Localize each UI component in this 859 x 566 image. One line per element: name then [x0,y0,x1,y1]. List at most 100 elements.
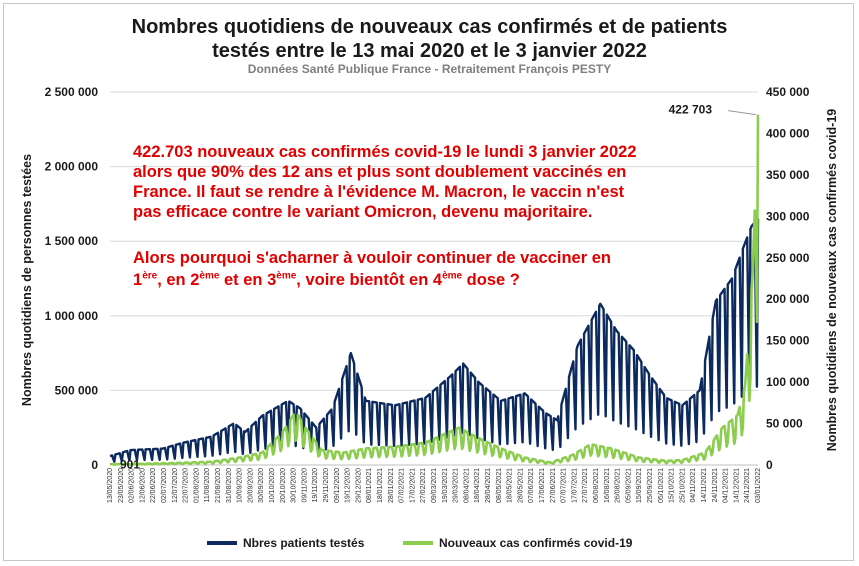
x-tick-label: 10/09/2020 [237,468,244,503]
annot-dose-4-sup: ème [442,270,463,282]
series-layer [109,114,760,466]
x-tick-label: 18/05/2021 [507,468,514,503]
annot-dose-3-sup: ème [276,270,297,282]
annotation-line-4: pas efficace contre le variant Omicron, … [133,203,593,221]
y-right-tick-label: 100 000 [766,375,810,389]
annot-dose-2-sup: ème [199,270,220,282]
x-tick-label: 05/10/2021 [658,468,665,503]
x-tick-label: 18/04/2021 [474,468,481,503]
x-tick-label: 19/11/2020 [312,468,319,503]
x-tick-label: 02/06/2020 [129,468,136,503]
x-tick-label: 04/12/2021 [723,468,730,503]
data-labels: 422 703 901 [120,103,757,471]
x-tick-label: 10/10/2020 [269,468,276,503]
x-tick-label: 19/03/2021 [442,468,449,503]
x-tick-label: 22/06/2020 [150,468,157,503]
x-tick-label: 29/03/2021 [453,468,460,503]
annot-dose-1-sup: ère [142,270,158,282]
chart-subtitle: Données Santé Publique France - Retraite… [247,62,612,76]
x-tick-label: 16/08/2021 [604,468,611,503]
x-tick-label: 17/07/2021 [571,468,578,503]
x-tick-label: 12/06/2020 [139,468,146,503]
series-line-cases [109,114,760,466]
x-tick-label: 09/12/2020 [334,468,341,503]
x-tick-label: 29/11/2020 [323,468,330,503]
legend-item-tests: Nbres patients testés [207,536,364,550]
x-tick-label: 30/10/2020 [291,468,298,503]
annotation-line-1: 422.703 nouveaux cas confirmés covid-19 … [133,143,637,161]
x-tick-label: 05/09/2021 [625,468,632,503]
x-tick-label: 24/11/2021 [712,468,719,503]
y-axis-right: 0 50 000 100 000 150 000 200 000 250 000 300 0… [766,85,810,472]
x-tick-label: 04/11/2021 [690,468,697,503]
annot-dose-end: dose ? [462,271,520,289]
y-left-tick-label: 2 500 000 [45,85,99,99]
x-tick-label: 02/07/2020 [161,468,168,503]
y-left-tick-label: 2 000 000 [45,160,99,174]
legend-label-cases: Nouveaux cas confirmés covid-19 [439,536,633,550]
x-tick-label: 29/12/2020 [355,468,362,503]
x-tick-label: 07/06/2021 [528,468,535,503]
x-tick-label: 11/08/2020 [204,468,211,503]
y-right-tick-label: 400 000 [766,126,810,140]
data-label-peak: 422 703 [669,103,713,117]
legend-swatch-cases [403,541,433,545]
x-tick-label: 08/01/2021 [366,468,373,503]
x-tick-label: 14/11/2021 [701,468,708,503]
x-tick-label: 09/03/2021 [431,468,438,503]
legend-label-tests: Nbres patients testés [243,536,365,550]
y-right-tick-label: 200 000 [766,292,810,306]
annotation-line-6: 1ère, en 2ème et en 3ème, voire bientôt … [133,270,753,290]
x-tick-label: 27/02/2021 [420,468,427,503]
x-tick-label: 25/09/2021 [647,468,654,503]
x-tick-label: 07/07/2021 [561,468,568,503]
annot-dose-4: , voire bientôt en 4 [296,271,443,289]
x-tick-label: 18/01/2021 [377,468,384,503]
x-tick-label: 17/06/2021 [539,468,546,503]
x-tick-label: 28/05/2021 [517,468,524,503]
annot-dose-3: et en 3 [219,271,277,289]
x-tick-label: 14/12/2021 [733,468,740,503]
chart-frame [3,3,854,561]
y-left-tick-label: 1 000 000 [45,309,99,323]
y-axis-right-title: Nombres quotidiens de nouveaux cas confi… [825,109,839,452]
x-tick-label: 15/09/2021 [636,468,643,503]
x-tick-label: 21/08/2020 [215,468,222,503]
y-right-tick-label: 350 000 [766,168,810,182]
annot-dose-2: , en 2 [157,271,200,289]
y-axis-left: 0 500 000 1 000 000 1 500 000 2 000 000 2 500… [45,85,99,472]
x-tick-label: 28/01/2021 [388,468,395,503]
annotation-line-5: Alors pourquoi s'acharner à vouloir cont… [133,249,611,267]
x-tick-label: 19/12/2020 [345,468,352,503]
x-tick-label: 17/02/2021 [409,468,416,503]
y-left-tick-label: 500 000 [55,383,99,397]
chart-title-line-2: testés entre le 13 mai 2020 et le 3 janv… [212,40,647,62]
y-right-tick-label: 450 000 [766,85,810,99]
x-tick-label: 30/09/2020 [258,468,265,503]
y-right-tick-label: 250 000 [766,251,810,265]
legend-item-cases: Nouveaux cas confirmés covid-19 [403,536,632,550]
x-tick-label: 08/04/2021 [463,468,470,503]
y-right-tick-label: 0 [766,458,773,472]
x-tick-label: 01/08/2020 [193,468,200,503]
legend-swatch-tests [207,541,237,545]
data-label-leader [727,110,757,116]
x-tick-label: 27/07/2021 [582,468,589,503]
y-right-tick-label: 150 000 [766,334,810,348]
annotation-line-3: France. Il faut se rendre à l'évidence M… [133,183,625,201]
x-tick-label: 26/08/2021 [615,468,622,503]
x-tick-label: 20/10/2020 [280,468,287,503]
x-tick-label: 23/05/2020 [118,468,125,503]
x-tick-label: 07/02/2021 [399,468,406,503]
y-left-tick-label: 1 500 000 [45,234,99,248]
y-axis-left-title: Nombres quotidiens de personnes testées [20,154,34,406]
x-tick-label: 28/04/2021 [485,468,492,503]
x-tick-label: 24/12/2021 [744,468,751,503]
x-axis: 13/05/2020 23/05/2020 02/06/2020 12/06/2020… [107,464,762,503]
x-tick-label: 08/05/2021 [496,468,503,503]
annot-dose-1: 1 [133,271,143,289]
x-tick-label: 15/10/2021 [669,468,676,503]
x-tick-label: 27/06/2021 [550,468,557,503]
x-tick-label: 25/10/2021 [679,468,686,503]
